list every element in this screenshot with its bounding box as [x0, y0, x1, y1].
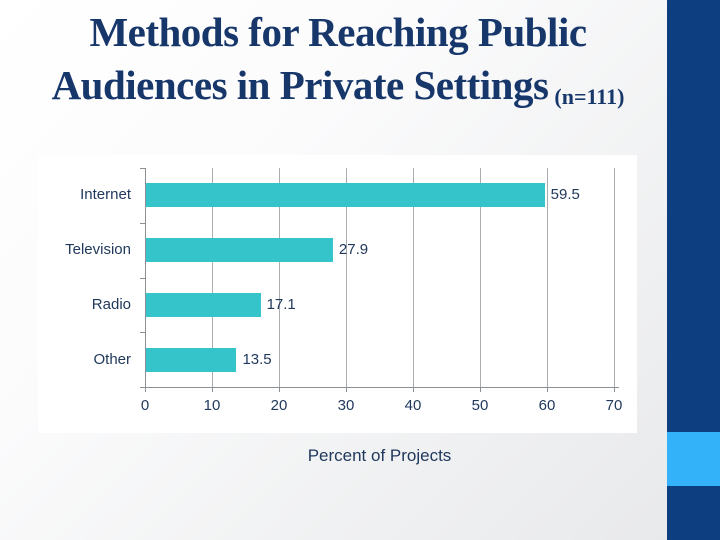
x-tick-label-30: 30	[337, 397, 355, 414]
bar-internet	[146, 183, 545, 208]
x-tick-label-0: 0	[140, 397, 150, 414]
chart-panel: 0 10 20 30 40 50 60 70 Internet 59.5 Television 27.…	[38, 155, 637, 433]
gridline-50	[480, 168, 481, 387]
x-tick-label-10: 10	[203, 397, 221, 414]
x-axis-tick-50	[480, 388, 481, 392]
y-axis-tick-1	[140, 222, 145, 224]
bar-radio	[146, 292, 261, 317]
x-tick-label-70: 70	[605, 397, 623, 414]
value-label-television: 27.9	[338, 241, 369, 259]
x-axis-tick-0	[145, 388, 146, 392]
value-label-other: 13.5	[242, 350, 272, 368]
gridline-30	[346, 168, 347, 387]
right-accent-bar	[667, 0, 720, 540]
gridline-10	[212, 168, 213, 387]
x-tick-label-50: 50	[471, 397, 489, 414]
x-axis-line	[145, 387, 619, 388]
x-axis-title: Percent of Projects	[307, 446, 452, 465]
title-line-2-text: Audiences in Private Settings	[51, 62, 549, 108]
y-axis-tick-2	[140, 277, 145, 279]
gridline-70	[614, 168, 615, 387]
category-label-radio: Radio	[91, 295, 131, 313]
y-axis-line	[145, 168, 146, 388]
value-label-internet: 59.5	[550, 186, 580, 204]
gridline-40	[413, 168, 414, 387]
title-line-1: Methods for Reaching Public	[89, 9, 587, 55]
x-axis-tick-40	[413, 388, 414, 392]
bar-television	[146, 238, 333, 263]
category-label-internet: Internet	[80, 186, 131, 204]
x-axis-tick-20	[279, 388, 280, 392]
x-tick-label-60: 60	[538, 397, 556, 414]
title-sample-size: (n=111)	[554, 84, 625, 109]
accent-square	[667, 432, 720, 486]
bar-other	[146, 347, 237, 372]
x-axis-tick-60	[547, 388, 548, 392]
x-axis-tick-70	[614, 388, 615, 392]
y-axis-tick-0	[140, 168, 145, 169]
category-label-other: Other	[93, 350, 131, 368]
gridline-60	[547, 168, 548, 387]
category-label-television: Television	[65, 241, 131, 259]
slide-title: Methods for Reaching Public Audiences in…	[0, 6, 676, 118]
value-label-radio: 17.1	[266, 295, 296, 313]
y-axis-tick-3	[140, 332, 145, 334]
title-line-2: Audiences in Private Settings (n=111)	[0, 59, 676, 118]
x-axis-tick-10	[212, 388, 213, 392]
x-axis-tick-30	[346, 388, 347, 392]
gridline-20	[279, 168, 280, 387]
x-tick-label-40: 40	[404, 397, 422, 414]
y-axis-tick-4	[140, 387, 145, 388]
x-tick-label-20: 20	[270, 397, 288, 414]
plot-area: 0 10 20 30 40 50 60 70 Internet 59.5 Television 27.…	[65, 168, 622, 414]
